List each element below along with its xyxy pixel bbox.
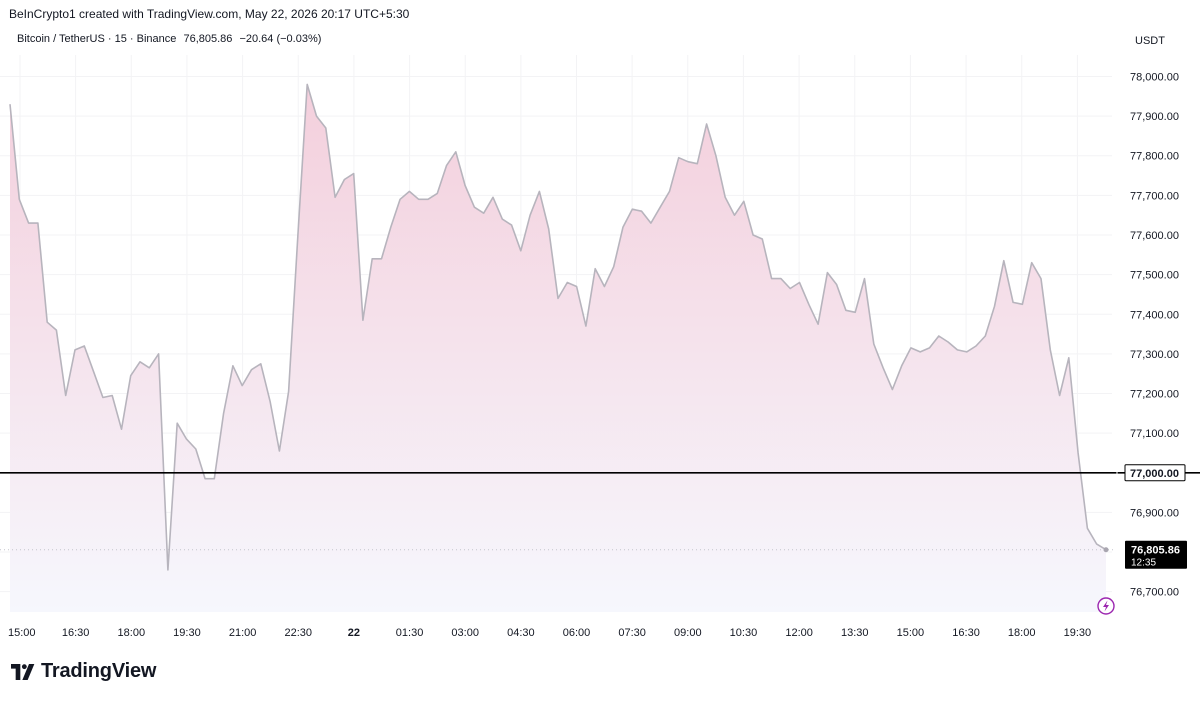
x-tick-label: 18:00 <box>118 627 146 639</box>
y-tick-label: 77,900.00 <box>1130 111 1179 123</box>
x-tick-label: 07:30 <box>618 627 646 639</box>
price-area-fill <box>10 84 1106 612</box>
tradingview-logo-icon <box>11 663 35 680</box>
x-tick-label: 03:00 <box>451 627 479 639</box>
y-tick-label: 77,300.00 <box>1130 349 1179 361</box>
price-change-readout: −20.64 (−0.03%) <box>239 33 322 45</box>
last-price-label: 76,805.86 <box>1131 545 1180 557</box>
x-tick-label: 06:00 <box>563 627 591 639</box>
x-tick-label: 18:00 <box>1008 627 1036 639</box>
y-tick-label: 77,400.00 <box>1130 309 1179 321</box>
last-price-readout: 76,805.86 <box>183 33 233 45</box>
x-tick-label: 22:30 <box>284 627 312 639</box>
x-tick-label: 10:30 <box>730 627 758 639</box>
y-tick-label: 77,500.00 <box>1130 270 1179 282</box>
x-tick-label: 01:30 <box>396 627 424 639</box>
x-tick-label: 15:00 <box>8 627 36 639</box>
alert-icon-bolt <box>1103 600 1109 612</box>
y-tick-label: 77,200.00 <box>1130 389 1179 401</box>
y-tick-label: 76,900.00 <box>1130 507 1179 519</box>
y-tick-label: 77,100.00 <box>1130 428 1179 440</box>
bar-countdown-label: 12:35 <box>1131 558 1156 569</box>
price-scale-currency[interactable]: USDT <box>1135 35 1165 47</box>
tradingview-logo-text: TradingView <box>41 660 157 682</box>
y-tick-label: 76,700.00 <box>1130 587 1179 599</box>
price-series-line <box>9 83 1107 571</box>
x-tick-label: 19:30 <box>1064 627 1092 639</box>
symbol-name[interactable]: Bitcoin / TetherUS · 15 · Binance <box>17 33 177 45</box>
x-tick-label: 09:00 <box>674 627 702 639</box>
x-tick-label: 13:30 <box>841 627 869 639</box>
tradingview-logo: TradingView <box>11 660 156 683</box>
x-tick-label: 22 <box>348 627 360 639</box>
x-tick-label: 19:30 <box>173 627 201 639</box>
x-tick-label: 16:30 <box>952 627 980 639</box>
level-price-label: 77,000.00 <box>1130 468 1179 480</box>
y-tick-label: 77,600.00 <box>1130 230 1179 242</box>
chart-credit: BeInCrypto1 created with TradingView.com… <box>9 7 410 21</box>
x-tick-label: 12:00 <box>785 627 813 639</box>
x-tick-label: 21:00 <box>229 627 257 639</box>
y-tick-label: 78,000.00 <box>1130 71 1179 83</box>
last-price-label-box[interactable] <box>1125 540 1187 569</box>
y-tick-label: 77,700.00 <box>1130 190 1179 202</box>
last-price-point <box>1103 547 1109 553</box>
level-price-label-box[interactable] <box>1124 464 1186 482</box>
lightning-alert-icon[interactable] <box>1097 597 1115 615</box>
x-tick-label: 16:30 <box>62 627 90 639</box>
x-tick-label: 04:30 <box>507 627 535 639</box>
x-tick-label: 15:00 <box>897 627 925 639</box>
symbol-legend[interactable]: Bitcoin / TetherUS · 15 · Binance 76,805… <box>17 33 325 45</box>
y-tick-label: 77,800.00 <box>1130 151 1179 163</box>
